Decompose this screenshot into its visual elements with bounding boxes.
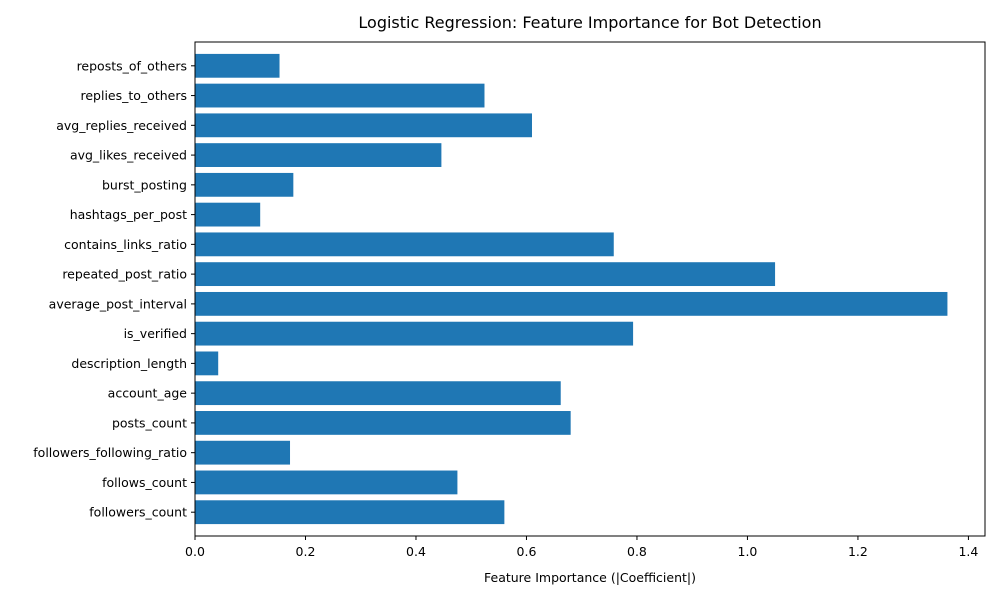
x-tick-label: 0.8 (627, 544, 647, 559)
bar-followers-count (195, 500, 505, 525)
y-tick-label: follows_count (102, 475, 187, 490)
y-tick-label: avg_replies_received (56, 118, 187, 133)
y-tick-label: hashtags_per_post (70, 207, 187, 222)
x-tick-label: 0.4 (406, 544, 426, 559)
bar-avg-likes-received (195, 143, 442, 167)
y-tick-label: replies_to_others (80, 88, 187, 103)
bar-reposts-of-others (195, 53, 280, 78)
y-tick-label: followers_following_ratio (33, 445, 187, 460)
x-tick-label: 1.4 (958, 544, 978, 559)
y-tick-label: repeated_post_ratio (62, 267, 187, 282)
y-tick-label: reposts_of_others (77, 58, 187, 73)
chart-title: Logistic Regression: Feature Importance … (358, 13, 821, 32)
bar-hashtags-per-post (195, 202, 261, 227)
y-axis-ticks: followers_count follows_count followers_fo… (33, 58, 195, 520)
bar-repeated-post-ratio (195, 262, 776, 287)
y-tick-label: avg_likes_received (70, 148, 187, 163)
y-tick-label: followers_count (89, 505, 187, 520)
bar-description-length (195, 351, 219, 376)
bar-average-post-interval (195, 291, 948, 316)
x-tick-label: 0.0 (185, 544, 205, 559)
bar-posts-count (195, 411, 571, 435)
bars-group (195, 53, 948, 525)
bar-avg-replies-received (195, 113, 532, 138)
bar-replies-to-others (195, 83, 485, 108)
y-tick-label: description_length (71, 356, 187, 371)
x-axis-label: Feature Importance (|Coefficient|) (484, 570, 696, 585)
y-tick-label: average_post_interval (49, 296, 187, 311)
y-tick-label: is_verified (124, 326, 187, 341)
y-tick-label: account_age (108, 386, 188, 401)
y-tick-label: posts_count (112, 415, 187, 430)
x-axis-ticks: 0.0 0.2 0.4 0.6 0.8 1.0 1.2 1.4 (185, 536, 978, 559)
x-tick-label: 1.0 (738, 544, 758, 559)
bar-follows-count (195, 470, 458, 495)
bar-account-age (195, 381, 561, 406)
bar-contains-links-ratio (195, 232, 614, 257)
x-tick-label: 0.2 (296, 544, 316, 559)
y-tick-label: burst_posting (102, 177, 187, 192)
plot-frame (194, 41, 986, 537)
bar-is-verified (195, 321, 634, 346)
x-tick-label: 1.2 (848, 544, 868, 559)
bar-burst-posting (195, 172, 294, 197)
x-tick-label: 0.6 (517, 544, 537, 559)
bar-followers-following-ratio (195, 440, 291, 465)
y-tick-label: contains_links_ratio (64, 237, 187, 252)
